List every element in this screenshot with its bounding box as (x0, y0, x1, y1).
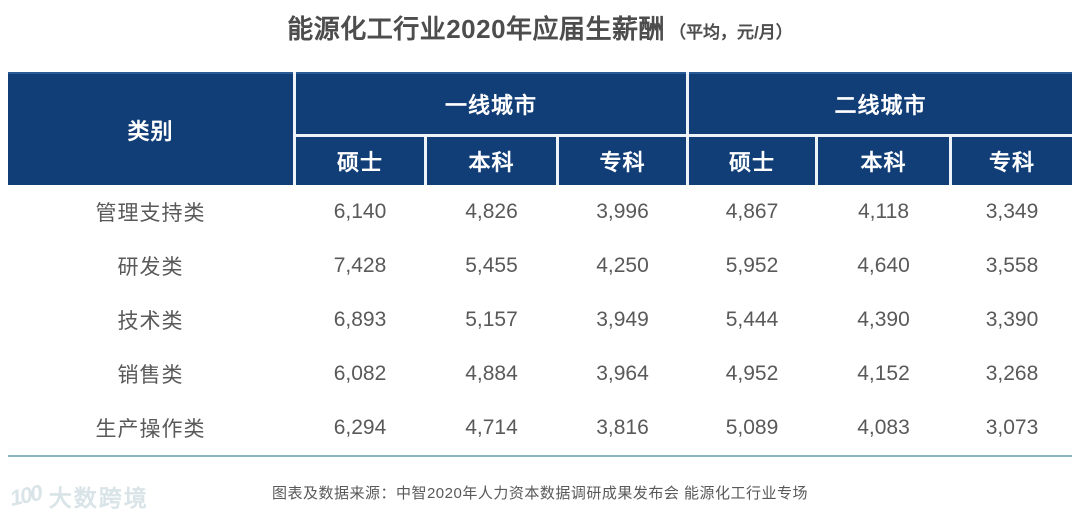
cell-value: 6,140 (296, 185, 424, 239)
table-row: 管理支持类 6,140 4,826 3,996 4,867 4,118 3,34… (8, 185, 1072, 239)
cell-value: 4,884 (427, 347, 556, 401)
cell-value: 5,455 (427, 239, 556, 293)
cell-value: 4,152 (818, 347, 949, 401)
header-tier2-bachelor: 本科 (818, 137, 949, 185)
cell-value: 5,089 (689, 401, 815, 455)
salary-table: 类别 一线城市 二线城市 硕士 本科 专科 硕士 本科 专科 管理支持类 6,1… (8, 72, 1072, 457)
page-title: 能源化工行业2020年应届生薪酬 （平均，元/月） (0, 10, 1080, 53)
header-category: 类别 (8, 72, 293, 185)
cell-value: 6,893 (296, 293, 424, 347)
cell-value: 3,073 (952, 401, 1072, 455)
cell-value: 4,952 (689, 347, 815, 401)
cell-value: 4,083 (818, 401, 949, 455)
cell-value: 5,444 (689, 293, 815, 347)
cell-value: 4,250 (559, 239, 686, 293)
cell-value: 5,157 (427, 293, 556, 347)
cell-value: 3,268 (952, 347, 1072, 401)
cell-value: 7,428 (296, 239, 424, 293)
table-row: 生产操作类 6,294 4,714 3,816 5,089 4,083 3,07… (8, 401, 1072, 455)
title-text: 能源化工行业2020年应届生薪酬 (287, 14, 666, 44)
header-tier2-master: 硕士 (689, 137, 815, 185)
row-label: 生产操作类 (8, 401, 293, 455)
cell-value: 4,640 (818, 239, 949, 293)
row-label: 技术类 (8, 293, 293, 347)
cell-value: 6,294 (296, 401, 424, 455)
header-group-tier1-cities: 一线城市 (296, 72, 686, 134)
header-tier1-bachelor: 本科 (427, 137, 556, 185)
cell-value: 3,949 (559, 293, 686, 347)
header-tier1-associate: 专科 (559, 137, 686, 185)
cell-value: 3,390 (952, 293, 1072, 347)
header-group-tier2-cities: 二线城市 (689, 72, 1072, 134)
cell-value: 4,826 (427, 185, 556, 239)
table-row: 技术类 6,893 5,157 3,949 5,444 4,390 3,390 (8, 293, 1072, 347)
table-row: 研发类 7,428 5,455 4,250 5,952 4,640 3,558 (8, 239, 1072, 293)
row-label: 研发类 (8, 239, 293, 293)
source-caption: 图表及数据来源：中智2020年人力资本数据调研成果发布会 能源化工行业专场 (271, 485, 809, 502)
header-tier2-associate: 专科 (952, 137, 1072, 185)
table-header: 类别 一线城市 二线城市 硕士 本科 专科 硕士 本科 专科 (8, 72, 1072, 185)
cell-value: 3,816 (559, 401, 686, 455)
title-unit-text: （平均，元/月） (669, 23, 793, 42)
cell-value: 6,082 (296, 347, 424, 401)
row-label: 销售类 (8, 347, 293, 401)
cell-value: 3,349 (952, 185, 1072, 239)
cell-value: 5,952 (689, 239, 815, 293)
cell-value: 3,996 (559, 185, 686, 239)
cell-value: 3,964 (559, 347, 686, 401)
cell-value: 4,390 (818, 293, 949, 347)
table-row: 销售类 6,082 4,884 3,964 4,952 4,152 3,268 (8, 347, 1072, 401)
row-label: 管理支持类 (8, 185, 293, 239)
table-body: 管理支持类 6,140 4,826 3,996 4,867 4,118 3,34… (8, 185, 1072, 457)
header-tier1-master: 硕士 (296, 137, 424, 185)
cell-value: 3,558 (952, 239, 1072, 293)
cell-value: 4,714 (427, 401, 556, 455)
cell-value: 4,118 (818, 185, 949, 239)
cell-value: 4,867 (689, 185, 815, 239)
